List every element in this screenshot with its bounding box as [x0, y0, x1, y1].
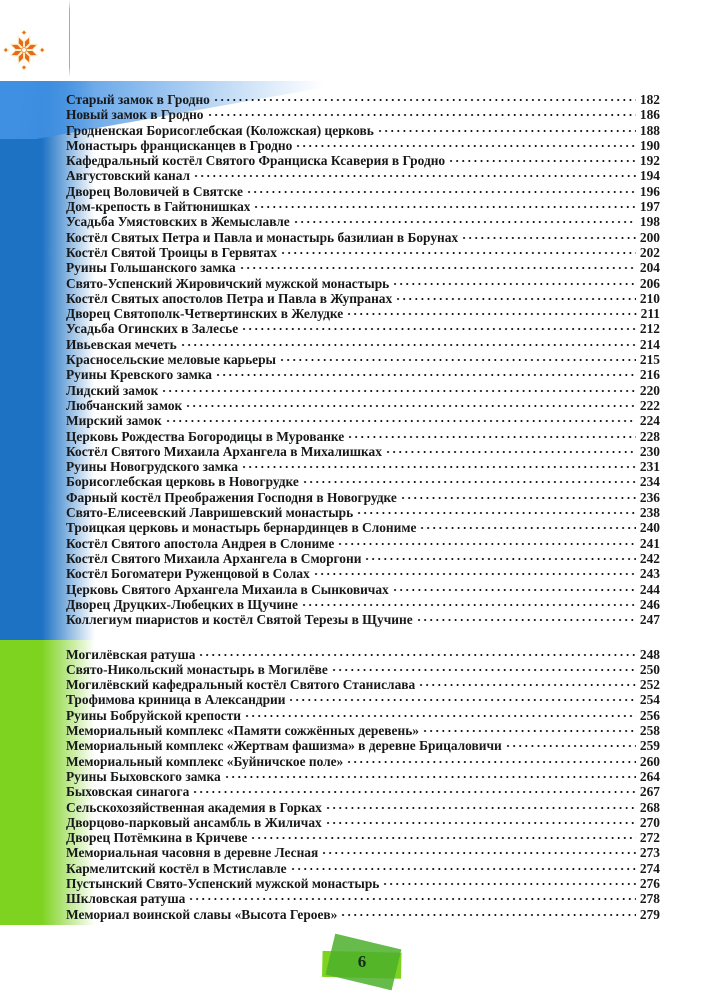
svg-text:6: 6	[358, 952, 367, 971]
